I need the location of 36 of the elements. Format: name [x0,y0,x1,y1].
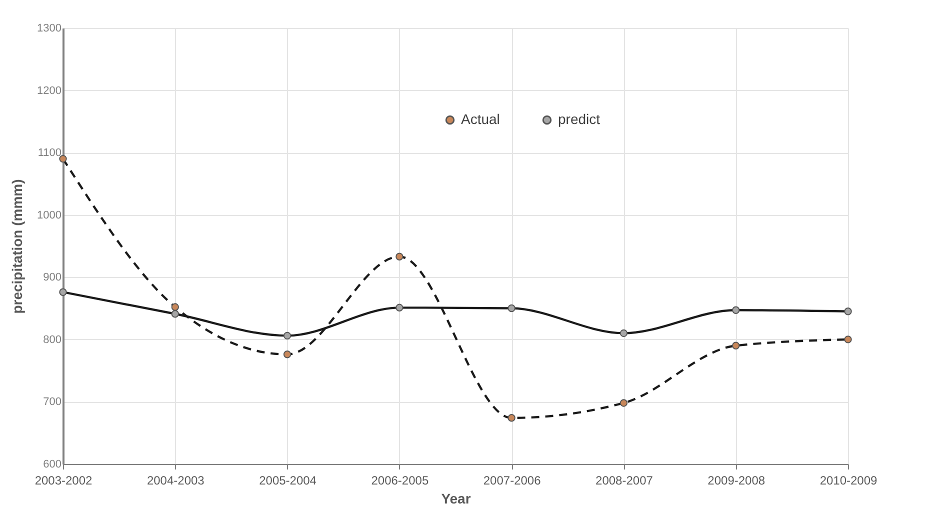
y-tick-label: 800 [43,334,62,346]
point [59,288,67,296]
y-tick-label: 700 [43,396,62,408]
x-tick-label: 2003-2002 [34,474,93,488]
point [396,304,404,312]
legend-label: Actual [461,111,500,127]
point [844,336,852,344]
point [620,329,628,338]
point [283,332,292,340]
y-tick-label: 900 [43,272,62,284]
y-tick-label: 1300 [37,22,62,34]
point [396,252,404,260]
x-tick-label: 2004-2003 [146,474,205,488]
point [844,308,852,316]
x-tick-label: 2006-2005 [371,474,429,488]
point [732,306,740,314]
point [508,304,516,312]
x-tick-label: 2010-2009 [820,474,878,488]
point [620,399,628,407]
x-tick-label: 2009-2008 [708,474,766,488]
point [171,310,179,318]
y-axis-title: precipitation (mmm) [9,179,26,314]
y-tick-label: 1100 [38,147,62,160]
point [59,154,67,163]
y-tick-label: 1200 [37,84,62,97]
x-tick-label: 2008-2007 [596,474,654,488]
point [283,350,292,358]
y-tick-label: 600 [43,458,62,470]
point [508,414,516,422]
x-tick-label: 2005-2004 [259,474,317,488]
x-axis-title: Year [441,490,472,506]
point [732,342,740,350]
y-tick-label: 1000 [37,209,62,222]
point [171,303,179,311]
legend-label: predict [558,111,600,127]
x-tick-label: 2007-2006 [483,474,542,488]
